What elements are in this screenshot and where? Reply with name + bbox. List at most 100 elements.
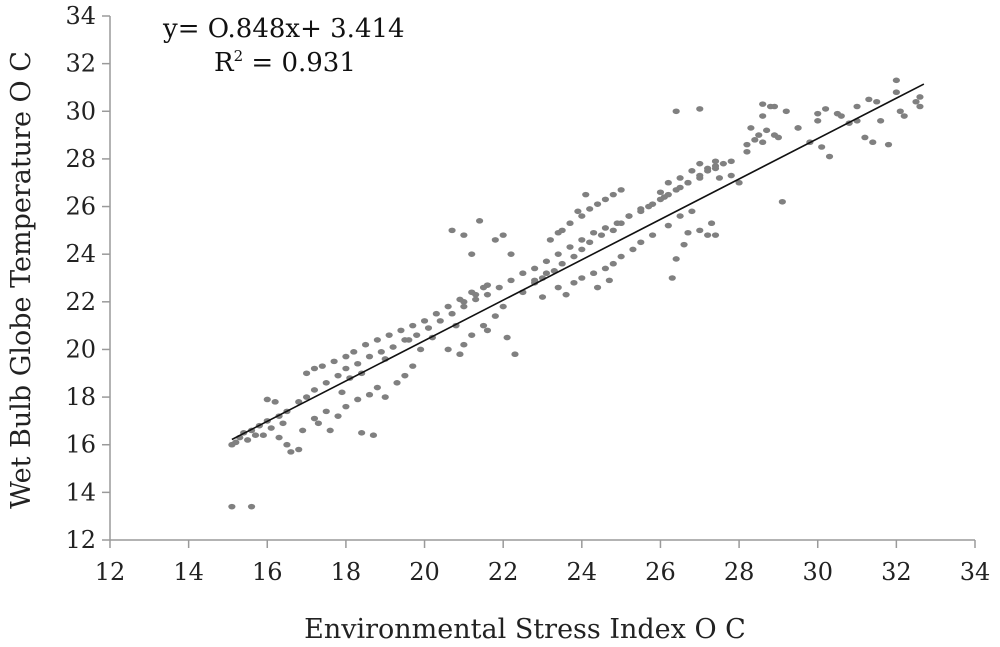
data-point xyxy=(755,132,763,138)
data-point xyxy=(334,372,342,379)
data-point xyxy=(892,77,900,84)
data-point xyxy=(578,213,586,219)
data-point xyxy=(759,139,767,146)
data-point xyxy=(770,103,779,110)
data-point xyxy=(743,148,751,155)
data-point xyxy=(251,432,260,439)
data-point xyxy=(601,225,610,231)
trendline xyxy=(231,83,925,441)
data-point xyxy=(354,360,362,367)
data-point xyxy=(727,158,735,165)
data-point xyxy=(499,232,507,238)
data-point xyxy=(468,332,476,338)
data-point xyxy=(704,165,712,172)
data-point xyxy=(688,208,696,215)
data-point xyxy=(825,153,834,160)
data-point xyxy=(676,213,684,219)
data-point xyxy=(704,232,712,238)
data-point xyxy=(593,201,602,207)
data-point xyxy=(511,351,519,358)
y-tick-label: 32 xyxy=(65,50,96,78)
data-point xyxy=(664,179,672,186)
data-point xyxy=(821,106,830,112)
data-point xyxy=(483,282,492,288)
data-point xyxy=(503,334,511,341)
data-point xyxy=(432,310,440,317)
data-point xyxy=(751,137,759,143)
x-tick-label: 32 xyxy=(881,558,912,586)
data-point xyxy=(711,232,720,238)
data-point xyxy=(778,198,786,205)
data-point xyxy=(247,503,256,510)
data-point xyxy=(267,425,275,431)
data-point xyxy=(393,380,401,386)
data-point xyxy=(727,172,735,179)
data-point xyxy=(578,237,586,243)
data-point xyxy=(916,103,924,110)
data-point xyxy=(334,413,342,419)
data-point xyxy=(711,163,720,169)
data-point xyxy=(314,420,322,427)
data-point xyxy=(715,175,724,181)
data-point xyxy=(283,441,291,448)
data-point xyxy=(287,449,295,455)
data-point xyxy=(420,318,429,324)
data-point xyxy=(617,253,625,260)
y-tick-label: 12 xyxy=(65,526,96,554)
data-point xyxy=(279,420,287,427)
x-tick-label: 18 xyxy=(331,558,362,586)
data-point xyxy=(444,346,452,353)
data-point xyxy=(672,108,680,115)
data-point xyxy=(558,260,566,267)
data-point xyxy=(322,408,330,415)
y-tick-label: 28 xyxy=(65,145,96,173)
x-tick-label: 28 xyxy=(724,558,755,586)
data-point xyxy=(275,434,283,441)
data-point xyxy=(656,189,665,196)
data-point xyxy=(472,291,480,298)
data-point xyxy=(468,251,476,257)
data-point xyxy=(373,384,381,391)
data-point xyxy=(609,227,617,234)
data-point xyxy=(381,394,389,400)
data-point xyxy=(629,246,637,253)
data-point xyxy=(460,341,468,348)
data-point xyxy=(409,363,417,369)
data-point xyxy=(531,277,539,284)
data-point xyxy=(617,187,625,193)
data-point xyxy=(409,322,417,329)
data-point xyxy=(578,275,586,281)
y-tick-label: 24 xyxy=(65,240,96,268)
data-point xyxy=(228,503,236,510)
data-point xyxy=(318,363,326,369)
data-point xyxy=(625,213,633,219)
data-point xyxy=(358,430,366,436)
data-point xyxy=(696,227,704,234)
data-point xyxy=(491,313,499,319)
x-tick-label: 16 xyxy=(252,558,283,586)
data-point xyxy=(259,432,267,439)
data-point xyxy=(456,351,464,358)
data-point xyxy=(460,232,468,238)
data-point xyxy=(794,125,802,131)
data-point xyxy=(696,106,704,112)
data-point xyxy=(648,232,657,238)
data-point xyxy=(597,232,606,238)
data-point xyxy=(448,310,456,317)
data-point xyxy=(676,184,684,191)
y-tick-label: 20 xyxy=(65,335,96,363)
x-tick-label: 30 xyxy=(802,558,833,586)
data-point xyxy=(582,191,590,198)
data-point xyxy=(365,391,374,398)
data-point xyxy=(483,291,492,298)
data-point xyxy=(369,432,378,439)
data-point xyxy=(401,372,409,379)
data-point xyxy=(483,327,492,334)
y-tick-label: 30 xyxy=(65,97,96,125)
data-point xyxy=(342,403,350,410)
data-point xyxy=(578,246,586,253)
data-point xyxy=(542,258,551,265)
data-point xyxy=(770,132,779,138)
data-point xyxy=(554,251,562,257)
data-point xyxy=(424,325,433,331)
